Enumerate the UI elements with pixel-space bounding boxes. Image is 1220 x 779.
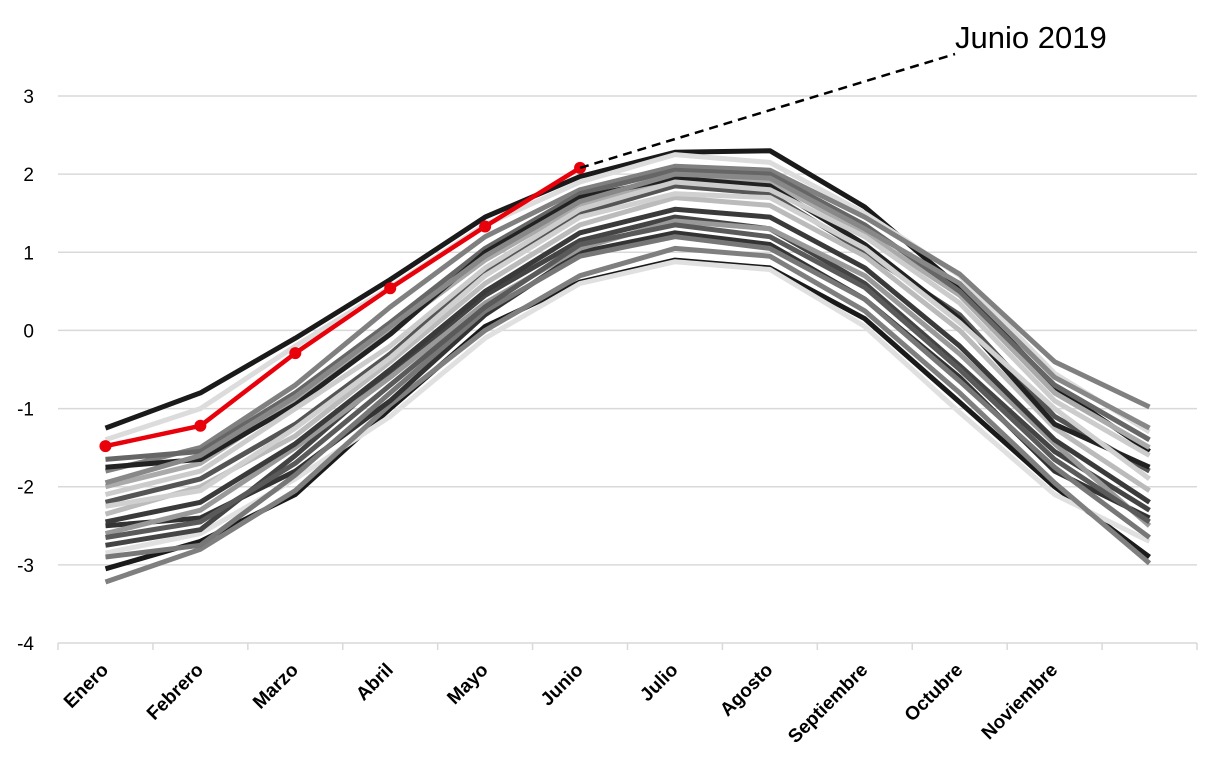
x-tick-label: Junio <box>537 660 588 711</box>
y-tick-label: -1 <box>17 400 34 421</box>
y-tick-label: 0 <box>23 321 34 342</box>
x-tick-label: Noviembre <box>978 660 1062 744</box>
background-series-line <box>105 167 1151 462</box>
background-series-line <box>105 222 1151 540</box>
highlight-series-line <box>105 165 582 449</box>
highlight-series-point <box>194 419 207 432</box>
x-axis-ticks <box>57 643 1198 650</box>
x-tick-label: Septiembre <box>784 660 872 748</box>
x-tick-label: Agosto <box>716 660 777 721</box>
background-series-line <box>104 179 1151 497</box>
x-tick-label: Febrero <box>143 660 208 725</box>
x-tick-label: Enero <box>60 660 113 713</box>
highlight-series-point <box>479 220 492 233</box>
highlight-series-point <box>99 440 112 453</box>
y-tick-label: -4 <box>17 634 34 655</box>
background-series-line <box>104 163 1151 474</box>
x-tick-label: Abril <box>352 660 397 705</box>
y-tick-label: 1 <box>23 243 34 264</box>
background-series-line <box>105 191 1151 509</box>
highlight-series-point <box>289 347 302 360</box>
annotation-leader-line <box>579 52 956 170</box>
background-series-line <box>104 171 1151 486</box>
background-series-line <box>104 206 1151 525</box>
y-axis-tick-labels: 3 2 1 0 -1 -2 -3 -4 <box>17 87 34 655</box>
background-series-group <box>104 148 1152 585</box>
x-tick-label: Marzo <box>249 660 303 714</box>
y-tick-label: 2 <box>23 165 34 186</box>
x-tick-label: Octubre <box>901 660 967 726</box>
x-axis-tick-labels: Enero Febrero Marzo Abril Mayo Junio Julio Agos… <box>60 660 1062 748</box>
annotation-label: Junio 2019 <box>955 20 1107 55</box>
highlight-series-point <box>384 282 397 295</box>
background-series-line <box>104 195 1151 517</box>
gridlines <box>58 95 1197 566</box>
y-tick-label: 3 <box>23 87 34 108</box>
background-series-line <box>104 245 1152 585</box>
background-series-line <box>105 214 1151 548</box>
x-tick-label: Mayo <box>443 660 492 709</box>
background-series-line <box>105 234 1151 560</box>
y-tick-label: -3 <box>17 556 34 577</box>
y-tick-label: -2 <box>17 478 34 499</box>
background-series-line <box>104 183 1151 505</box>
x-tick-label: Julio <box>636 660 682 706</box>
